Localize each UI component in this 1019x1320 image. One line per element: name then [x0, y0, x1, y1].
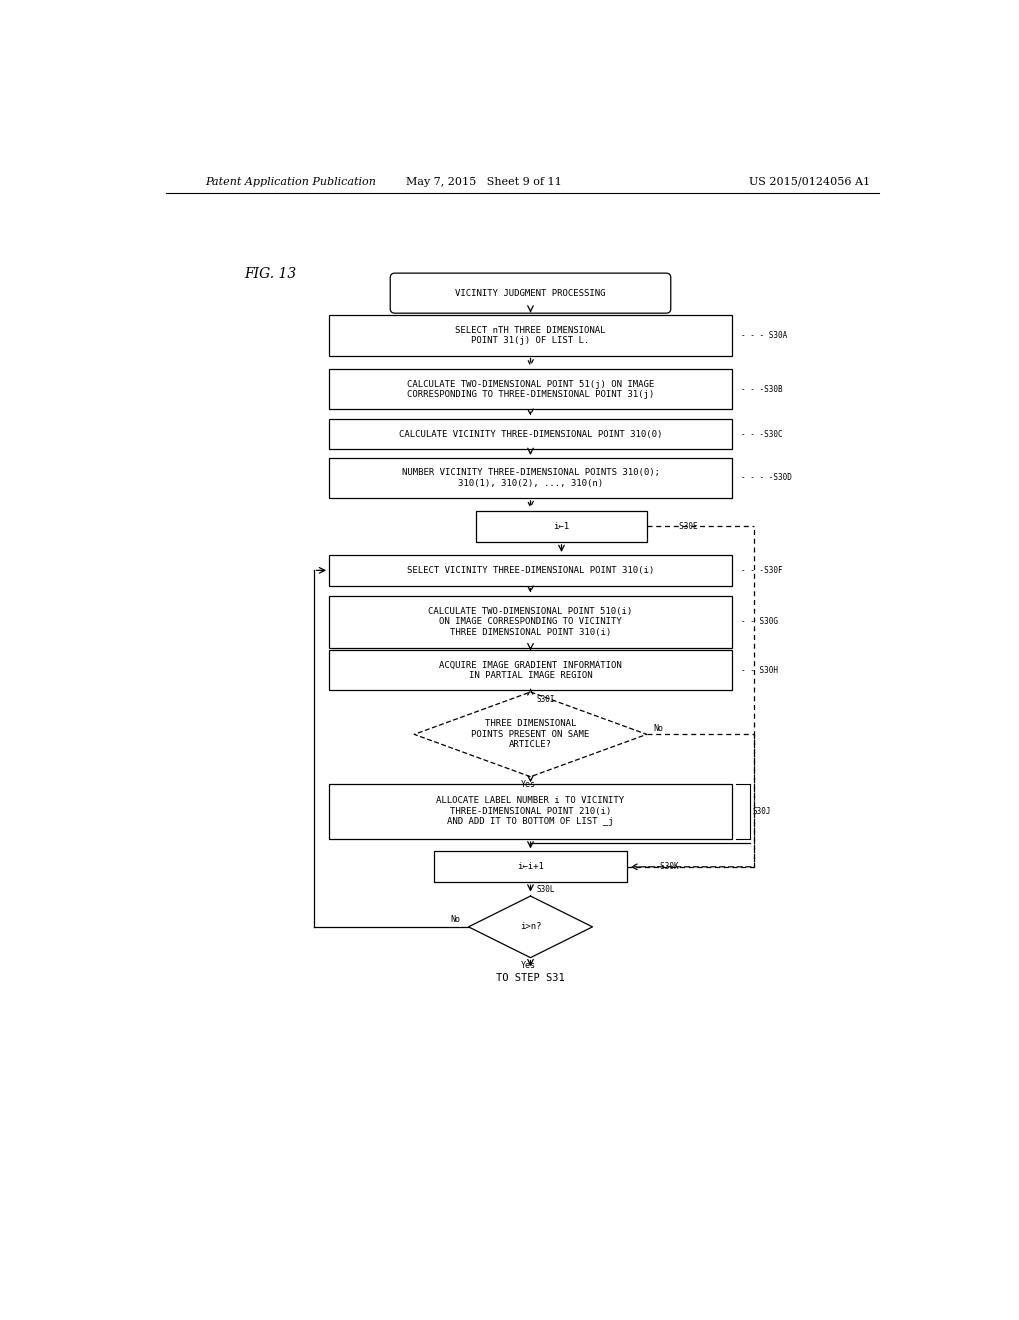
Text: No: No — [652, 723, 662, 733]
Bar — [329, 651, 732, 690]
Text: ACQUIRE IMAGE GRADIENT INFORMATION
IN PARTIAL IMAGE REGION: ACQUIRE IMAGE GRADIENT INFORMATION IN PA… — [439, 661, 622, 680]
Bar — [329, 370, 732, 409]
Text: SELECT nTH THREE DIMENSIONAL
POINT 31(j) OF LIST L.: SELECT nTH THREE DIMENSIONAL POINT 31(j)… — [454, 326, 605, 346]
Text: US 2015/0124056 A1: US 2015/0124056 A1 — [748, 177, 869, 186]
Text: S30J: S30J — [752, 807, 770, 816]
Text: ALLOCATE LABEL NUMBER i TO VICINITY
THREE-DIMENSIONAL POINT 210(i)
AND ADD IT TO: ALLOCATE LABEL NUMBER i TO VICINITY THRE… — [436, 796, 624, 826]
Bar — [476, 511, 646, 543]
Text: Yes: Yes — [521, 780, 536, 789]
Text: Yes: Yes — [521, 961, 536, 970]
Bar — [329, 595, 732, 648]
Text: - - - S30A: - - - S30A — [741, 331, 787, 341]
Text: FIG. 13: FIG. 13 — [244, 267, 296, 281]
Text: May 7, 2015   Sheet 9 of 11: May 7, 2015 Sheet 9 of 11 — [406, 177, 561, 186]
Text: CALCULATE TWO-DIMENSIONAL POINT 51(j) ON IMAGE
CORRESPONDING TO THREE-DIMENSIONA: CALCULATE TWO-DIMENSIONAL POINT 51(j) ON… — [407, 380, 653, 399]
Text: - - - -S30D: - - - -S30D — [741, 474, 792, 482]
Text: - - -S30E: - - -S30E — [655, 521, 697, 531]
Bar — [329, 315, 732, 355]
Text: - - -S30K: - - -S30K — [636, 862, 678, 871]
Text: THREE DIMENSIONAL
POINTS PRESENT ON SAME
ARTICLE?: THREE DIMENSIONAL POINTS PRESENT ON SAME… — [471, 719, 589, 750]
Text: S30I: S30I — [536, 696, 554, 704]
Text: TO STEP S31: TO STEP S31 — [495, 973, 565, 983]
Text: Patent Application Publication: Patent Application Publication — [205, 177, 376, 186]
Text: - - -S30B: - - -S30B — [741, 385, 783, 393]
Text: i>n?: i>n? — [520, 923, 541, 932]
Text: No: No — [450, 915, 461, 924]
Text: CALCULATE VICINITY THREE-DIMENSIONAL POINT 310(0): CALCULATE VICINITY THREE-DIMENSIONAL POI… — [398, 429, 661, 438]
Bar — [329, 784, 732, 840]
Text: i←i+1: i←i+1 — [517, 862, 543, 871]
Text: i←1: i←1 — [553, 521, 569, 531]
Bar — [329, 554, 732, 586]
Text: NUMBER VICINITY THREE-DIMENSIONAL POINTS 310(0);
310(1), 310(2), ..., 310(n): NUMBER VICINITY THREE-DIMENSIONAL POINTS… — [401, 469, 659, 487]
Text: - - -S30F: - - -S30F — [741, 566, 783, 574]
Text: - - -S30C: - - -S30C — [741, 429, 783, 438]
Text: SELECT VICINITY THREE-DIMENSIONAL POINT 310(i): SELECT VICINITY THREE-DIMENSIONAL POINT … — [407, 566, 653, 574]
Bar — [329, 458, 732, 498]
Bar — [433, 851, 627, 882]
Text: S30L: S30L — [536, 886, 554, 895]
Text: - - S30H: - - S30H — [741, 667, 777, 675]
Text: CALCULATE TWO-DIMENSIONAL POINT 510(i)
ON IMAGE CORRESPONDING TO VICINITY
THREE : CALCULATE TWO-DIMENSIONAL POINT 510(i) O… — [428, 607, 632, 636]
FancyBboxPatch shape — [390, 273, 671, 313]
Text: - - S30G: - - S30G — [741, 618, 777, 627]
Text: VICINITY JUDGMENT PROCESSING: VICINITY JUDGMENT PROCESSING — [454, 289, 605, 297]
Bar — [329, 418, 732, 450]
